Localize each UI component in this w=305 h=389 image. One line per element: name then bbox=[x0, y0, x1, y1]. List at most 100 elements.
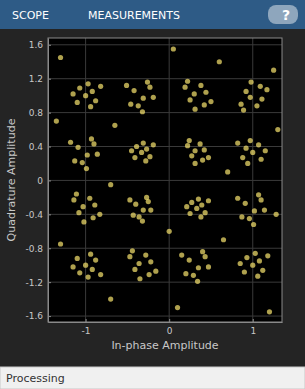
constellation-point bbox=[259, 96, 264, 101]
figure-background bbox=[0, 0, 305, 389]
constellation-point bbox=[137, 276, 142, 281]
constellation-point bbox=[132, 267, 137, 272]
y-tick: 1.6 bbox=[29, 40, 51, 50]
x-tick-label: 0 bbox=[167, 326, 173, 336]
constellation-point bbox=[171, 46, 176, 51]
constellation-point bbox=[128, 102, 133, 107]
y-tick: 0 bbox=[37, 176, 51, 186]
constellation-point bbox=[187, 258, 192, 263]
x-tick: 1 bbox=[250, 319, 256, 336]
constellation-point bbox=[71, 197, 76, 202]
constellation-point bbox=[136, 103, 141, 108]
constellation-point bbox=[245, 161, 250, 166]
constellation-point bbox=[221, 237, 226, 242]
constellation-point bbox=[58, 55, 63, 60]
constellation-point bbox=[239, 214, 244, 219]
constellation-point bbox=[203, 210, 208, 215]
constellation-point bbox=[264, 87, 269, 92]
help-button-shape[interactable] bbox=[268, 5, 298, 24]
grid-line-y bbox=[48, 282, 282, 283]
constellation-point bbox=[133, 202, 138, 207]
toolbar-background bbox=[0, 0, 305, 29]
y-tick-label: -0.4 bbox=[25, 210, 43, 220]
constellation-point bbox=[196, 265, 201, 270]
constellation-point bbox=[192, 148, 197, 153]
y-tick: -1.2 bbox=[25, 278, 51, 288]
constellation-point bbox=[112, 123, 117, 128]
constellation-point bbox=[265, 253, 270, 258]
constellation-point bbox=[250, 150, 255, 155]
x-tick-mark bbox=[86, 319, 87, 322]
help-button[interactable]: ? bbox=[268, 5, 298, 24]
constellation-point bbox=[93, 258, 98, 263]
constellation-point bbox=[187, 97, 192, 102]
x-tick: 0 bbox=[167, 319, 173, 336]
constellation-point bbox=[74, 191, 79, 196]
constellation-point bbox=[124, 83, 129, 88]
constellation-point bbox=[132, 155, 137, 160]
help-icon[interactable]: ? bbox=[282, 7, 290, 23]
plot-frame bbox=[48, 38, 282, 322]
y-tick-label: 0.4 bbox=[29, 142, 44, 152]
constellation-point bbox=[98, 272, 103, 277]
constellation-point bbox=[248, 138, 253, 143]
y-axis-title: Quadrature Amplitude bbox=[5, 118, 18, 241]
constellation-point bbox=[151, 95, 156, 100]
constellation-point bbox=[242, 269, 247, 274]
constellation-point bbox=[77, 85, 82, 90]
toolbar-tab[interactable]: SCOPE bbox=[12, 9, 49, 22]
toolbar-tab[interactable]: MEASUREMENTS bbox=[88, 9, 180, 22]
y-tick: -0.4 bbox=[25, 210, 51, 220]
y-tick-label: -1.6 bbox=[25, 311, 43, 321]
constellation-point bbox=[58, 241, 63, 246]
toolbar: SCOPE MEASUREMENTS? bbox=[0, 0, 305, 29]
constellation-point bbox=[254, 103, 259, 108]
constellation-point bbox=[141, 207, 146, 212]
constellation-point bbox=[136, 214, 141, 219]
constellation-point bbox=[252, 208, 257, 213]
constellation-point bbox=[88, 104, 93, 109]
y-tick-mark bbox=[48, 79, 51, 80]
constellation-point bbox=[259, 157, 264, 162]
x-tick: -1 bbox=[82, 319, 91, 336]
y-tick: -0.8 bbox=[25, 244, 51, 254]
constellation-point bbox=[83, 263, 88, 268]
constellation-point bbox=[263, 148, 268, 153]
constellation-point bbox=[77, 270, 82, 275]
constellation-point bbox=[202, 102, 207, 107]
constellation-point bbox=[136, 261, 141, 266]
constellation-point bbox=[203, 90, 208, 95]
constellation-point bbox=[243, 201, 248, 206]
grid-line-y bbox=[48, 180, 282, 181]
constellation-point bbox=[192, 161, 197, 166]
constellation-point bbox=[257, 258, 262, 263]
constellation-point bbox=[260, 268, 265, 273]
constellation-point bbox=[140, 219, 145, 224]
y-tick: 0.8 bbox=[29, 108, 51, 118]
constellation-point bbox=[192, 91, 197, 96]
constellation-point bbox=[179, 252, 184, 257]
constellation-point bbox=[95, 152, 100, 157]
constellation-point bbox=[206, 198, 211, 203]
y-tick-label: -0.8 bbox=[25, 244, 43, 254]
y-tick: 0.4 bbox=[29, 142, 51, 152]
y-tick-mark bbox=[48, 147, 51, 148]
y-tick-label: 0.8 bbox=[29, 108, 44, 118]
constellation-point bbox=[255, 274, 260, 279]
constellation-point bbox=[251, 222, 256, 227]
x-tick-mark bbox=[253, 319, 254, 322]
constellation-point bbox=[84, 166, 89, 171]
constellation-point bbox=[139, 150, 144, 155]
constellation-point bbox=[70, 264, 75, 269]
constellation-point bbox=[143, 158, 148, 163]
constellation-point bbox=[238, 102, 243, 107]
x-tick-mark bbox=[169, 319, 170, 322]
constellation-point bbox=[189, 200, 194, 205]
constellation-point bbox=[267, 309, 272, 314]
constellation-point bbox=[271, 68, 276, 73]
constellation-point bbox=[274, 212, 279, 217]
constellation-point bbox=[167, 229, 172, 234]
constellation-point bbox=[202, 147, 207, 152]
constellation-point bbox=[189, 153, 194, 158]
constellation-point bbox=[91, 215, 96, 220]
